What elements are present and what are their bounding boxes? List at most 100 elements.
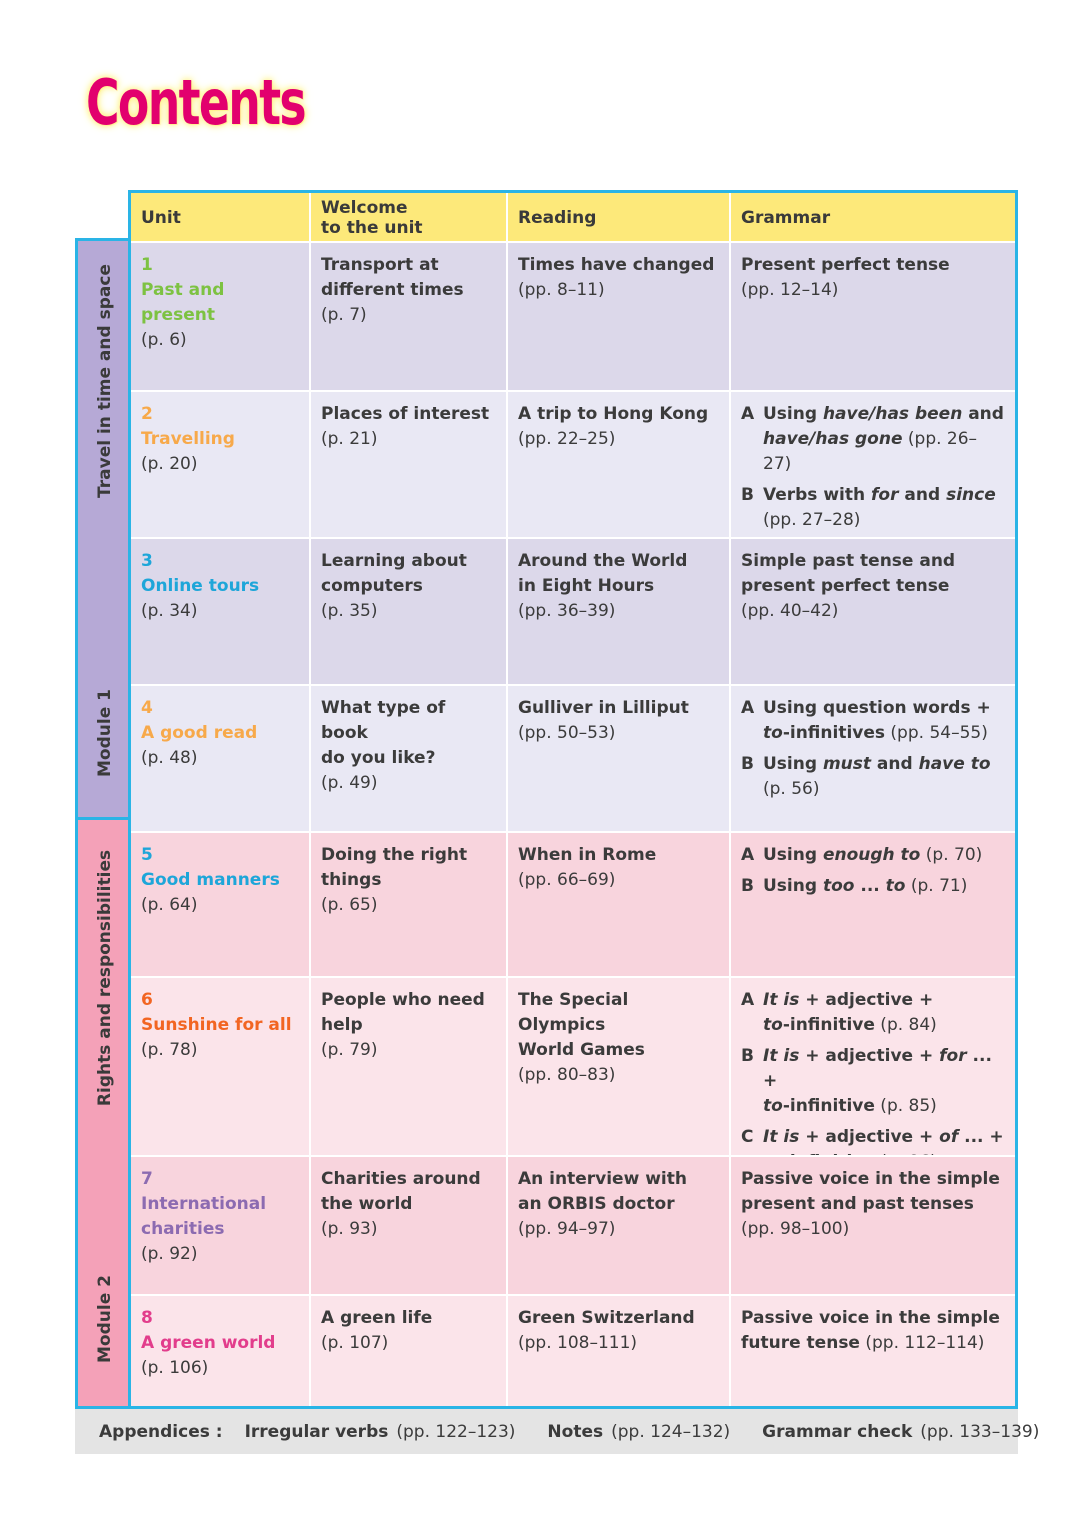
grammar-title: Simple past tense and xyxy=(741,551,956,571)
unit-title: A good read xyxy=(141,723,258,743)
grammar-item: CIt is + adjective + of ... +to-infiniti… xyxy=(741,1125,1005,1155)
grammar-text-part: and xyxy=(962,404,1004,424)
grammar-text-part: since xyxy=(946,485,996,505)
grammar-item: A Using enough to (p. 70) xyxy=(741,843,1005,868)
unit-cell: 5 Good manners (p. 64) xyxy=(131,833,309,976)
reading-title: Times have changed xyxy=(518,255,715,275)
unit-cell: 8 A green world (p. 106) xyxy=(131,1296,309,1406)
unit-number: 5 xyxy=(141,845,153,865)
grammar-item-letter: B xyxy=(741,1046,754,1066)
unit-number: 2 xyxy=(141,404,153,424)
welcome-page: (p. 93) xyxy=(321,1219,378,1239)
welcome-title: things xyxy=(321,870,382,890)
grammar-text-part: (p. 71) xyxy=(905,876,968,896)
grammar-text-part: + adjective + xyxy=(799,990,934,1010)
grammar-text-part: of xyxy=(939,1127,959,1147)
welcome-cell: A green life (p. 107) xyxy=(311,1296,506,1406)
grammar-text-part: + adjective + xyxy=(799,1127,940,1147)
welcome-cell: People who need help (p. 79) xyxy=(311,978,506,1155)
reading-cell: The Special Olympics World Games (pp. 80–8… xyxy=(508,978,729,1155)
welcome-title: What type of book xyxy=(321,698,446,743)
grammar-item-letter: B xyxy=(741,754,754,774)
unit-page: (p. 78) xyxy=(141,1040,198,1060)
grammar-text-part: and xyxy=(898,485,947,505)
welcome-title: Charities around xyxy=(321,1169,481,1189)
welcome-title: do you like? xyxy=(321,748,436,768)
grammar-text-part: to xyxy=(763,1096,783,1116)
grammar-text-part: Using question words + xyxy=(763,698,991,718)
grammar-item-line: to-infinitive (p. 85) xyxy=(763,1094,1005,1119)
welcome-title: People who need xyxy=(321,990,485,1010)
welcome-title: Places of interest xyxy=(321,404,490,424)
reading-title: an ORBIS doctor xyxy=(518,1194,675,1214)
grammar-text-part: have/has been xyxy=(822,404,963,424)
grammar-text-part: enough to xyxy=(822,845,921,865)
appendix-pages: (pp. 133–139) xyxy=(920,1421,1040,1442)
grammar-text-part: (p. 84) xyxy=(874,1015,937,1035)
appendix-name: Notes xyxy=(547,1421,604,1442)
unit-page: (p. 34) xyxy=(141,601,198,621)
grammar-item-line: It is + adjective + xyxy=(763,988,1005,1013)
unit-title: Sunshine for all xyxy=(141,1015,292,1035)
welcome-cell: Learning about computers (p. 35) xyxy=(311,539,506,684)
grammar-text-part: -infinitive xyxy=(783,1152,875,1155)
reading-cell: Green Switzerland (pp. 108–111) xyxy=(508,1296,729,1406)
grammar-text-part: have/has gone xyxy=(763,429,903,449)
grammar-text-part: It is xyxy=(763,1127,800,1147)
grammar-item-body: Verbs with for and since (pp. 27–28) xyxy=(763,483,1005,533)
grammar-text-part: to xyxy=(763,1015,783,1035)
grammar-item-letter: A xyxy=(741,990,755,1010)
reading-title: An interview with xyxy=(518,1169,687,1189)
grammar-item-letter: A xyxy=(741,698,755,718)
unit-number: 6 xyxy=(141,990,153,1010)
grammar-page: (pp. 12–14) xyxy=(741,280,839,300)
welcome-title: Transport at xyxy=(321,255,439,275)
reading-page: (pp. 50–53) xyxy=(518,723,616,743)
grammar-item: A Using question words + to-infinitives (p… xyxy=(741,696,1005,746)
grammar-item-line: to-infinitives (pp. 54–55) xyxy=(763,721,1005,746)
unit-number: 4 xyxy=(141,698,153,718)
welcome-page: (p. 7) xyxy=(321,305,367,325)
grammar-title: present perfect tense xyxy=(741,576,950,596)
grammar-text-part: -infinitive xyxy=(782,1096,875,1116)
grammar-cell: Present perfect tense (pp. 12–14) xyxy=(731,243,1015,390)
welcome-title: Learning about xyxy=(321,551,467,571)
grammar-text-part: It is xyxy=(763,990,800,1010)
grammar-title: future tense xyxy=(741,1333,860,1353)
reading-cell: Times have changed (pp. 8–11) xyxy=(508,243,729,390)
unit-title: A green world xyxy=(141,1333,276,1353)
grammar-text-part: for xyxy=(871,485,899,505)
welcome-cell: What type of book do you like? (p. 49) xyxy=(311,686,506,831)
grammar-text-part: Using xyxy=(763,404,823,424)
grammar-text-part: -infinitives xyxy=(782,723,886,743)
grammar-text-part: (pp. 54–55) xyxy=(885,723,988,743)
unit-title: Travelling xyxy=(141,429,235,449)
reading-title: When in Rome xyxy=(518,845,657,865)
grammar-item-body: It is + adjective + of ... +to-infinitiv… xyxy=(763,1125,1005,1155)
unit-number: 3 xyxy=(141,551,153,571)
grammar-cell: Passive voice in the simple future tense … xyxy=(731,1296,1015,1406)
unit-number: 1 xyxy=(141,255,153,275)
grammar-item: A Using have/has been and have/has gone (p… xyxy=(741,402,1005,477)
grammar-text-part: for xyxy=(939,1046,967,1066)
reading-cell: When in Rome (pp. 66–69) xyxy=(508,833,729,976)
grammar-page: (pp. 112–114) xyxy=(859,1333,985,1353)
unit-page: (p. 92) xyxy=(141,1244,198,1264)
welcome-cell: Doing the right things (p. 65) xyxy=(311,833,506,976)
grammar-text-part: too xyxy=(822,876,855,896)
unit-cell: 7 International charities (p. 92) xyxy=(131,1157,309,1294)
grammar-text-part: and xyxy=(871,754,919,774)
grammar-item-body: Using question words + to-infinitives (pp… xyxy=(763,696,1005,746)
unit-cell: 2 Travelling (p. 20) xyxy=(131,392,309,537)
grammar-text-part: (p. 56) xyxy=(763,779,820,799)
grammar-text-part: (pp. 26–27) xyxy=(763,429,978,474)
grammar-item: B Using must and have to (p. 56) xyxy=(741,752,1005,802)
grammar-text-part: to xyxy=(885,876,906,896)
module-2-label: Module 2 xyxy=(94,1275,115,1363)
reading-cell: Gulliver in Lilliput (pp. 50–53) xyxy=(508,686,729,831)
unit-cell: 1 Past and present (p. 6) xyxy=(131,243,309,390)
reading-page: (pp. 36–39) xyxy=(518,601,616,621)
grammar-item-line: Verbs with for and since xyxy=(763,483,1005,508)
grammar-cell: Simple past tense and present perfect ten… xyxy=(731,539,1015,684)
grammar-text-part: Using xyxy=(763,845,823,865)
